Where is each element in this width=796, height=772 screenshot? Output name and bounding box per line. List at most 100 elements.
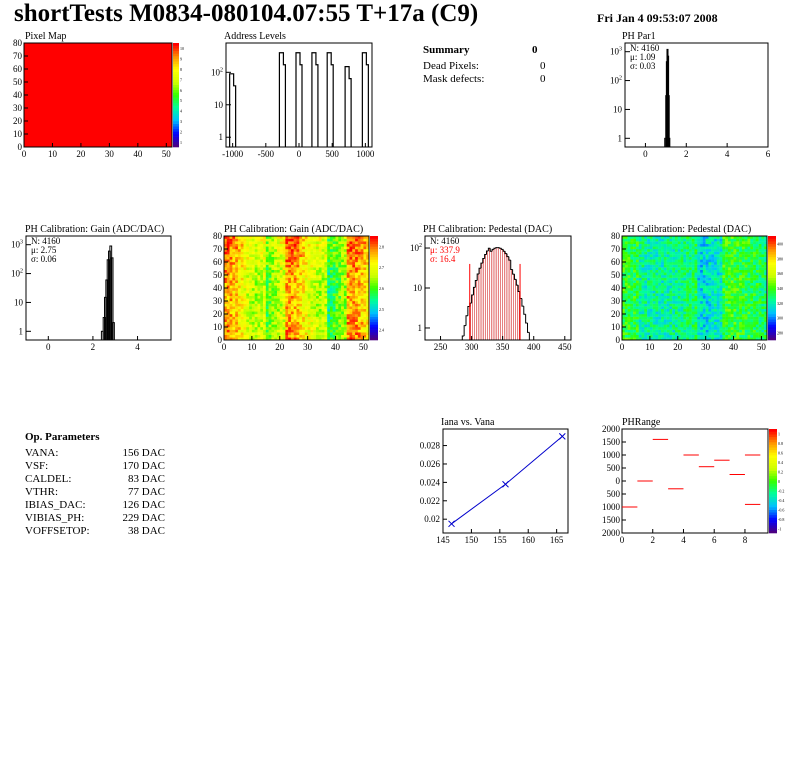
ph-pedestal-map-cell: [719, 334, 723, 338]
ph-pedestal-map-cell: [663, 316, 667, 320]
ph-gain-map-cell: [338, 298, 342, 302]
ph-pedestal-map-cell: [719, 285, 723, 289]
ph-pedestal-map-cell: [655, 334, 659, 338]
ph-pedestal-map-cell: [755, 277, 759, 281]
ph-pedestal-map-ytick-label: 0: [616, 335, 621, 345]
ph-range-ytick-label: 1000: [602, 450, 621, 460]
ph-gain-map-cell: [332, 295, 336, 299]
ph-pedestal-map-cell: [739, 275, 743, 278]
ph-gain-map-cell: [229, 267, 233, 270]
ph-pedestal-map-palette-cell: [768, 282, 776, 286]
ph-pedestal-map-cell: [714, 332, 718, 335]
ph-gain-map-cell: [310, 308, 314, 312]
ph-pedestal-map-cell: [652, 275, 656, 278]
ph-gain-map-cell: [276, 259, 280, 263]
ph-pedestal-map-cell: [644, 280, 648, 283]
ph-gain-map-cell: [290, 259, 294, 263]
ph-pedestal-map-cell: [683, 337, 687, 341]
ph-gain-map-cell: [346, 327, 350, 330]
ph-gain-map-cell: [276, 324, 280, 328]
ph-gain-map-cell: [310, 241, 314, 244]
ph-pedestal-map-cell: [741, 280, 745, 283]
ph-pedestal-map-cell: [730, 293, 734, 296]
ph-pedestal-map-cell: [741, 277, 745, 281]
ph-gain-map-cell: [243, 246, 247, 250]
ph-pedestal-map-cell: [633, 280, 637, 283]
ph-gain-map-cell: [282, 264, 286, 268]
ph-pedestal-map-cell: [647, 290, 651, 294]
ph-pedestal-map-cell: [674, 251, 678, 255]
ph-pedestal-map-cell: [758, 285, 762, 289]
ph-pedestal-map-cell: [705, 259, 709, 263]
ph-pedestal-map-cell: [677, 264, 681, 268]
ph-gain-map-cell: [224, 256, 227, 260]
ph-pedestal-map-cell: [730, 285, 734, 289]
ph-gain-map-cell: [296, 306, 300, 309]
ph-gain-map-cell: [327, 280, 331, 283]
ph-gain-map-cell: [282, 337, 286, 341]
ph-gain-map-cell: [229, 290, 233, 294]
pixel-map-palette-cell: [173, 97, 179, 101]
ph-gain-map-cell: [263, 321, 267, 325]
ph-par1-ytick-label: 10: [613, 104, 623, 114]
ph-gain-map-cell: [235, 314, 239, 317]
ph-pedestal-map-cell: [700, 264, 704, 268]
ph-pedestal-map-cell: [758, 280, 762, 283]
ph-gain-map-cell: [355, 262, 359, 265]
ph-gain-map-cell: [237, 319, 241, 322]
pedestal-bin: [491, 248, 494, 252]
ph-gain-map-cell: [251, 293, 255, 296]
ph-gain-map-cell: [307, 275, 311, 278]
ph-gain-map-cell: [229, 303, 233, 307]
ph-gain-map-cell: [341, 303, 345, 307]
ph-gain-map-cell: [290, 337, 294, 341]
ph-gain-map-cell: [246, 256, 250, 260]
ph-pedestal-map-cell: [733, 321, 737, 325]
ph-gain-map-cell: [335, 337, 339, 341]
ph-pedestal-map-cell: [733, 262, 737, 265]
ph-gain-map-cell: [268, 334, 272, 338]
ph-gain-map-cell: [254, 295, 258, 299]
ph-pedestal-map-cell: [730, 334, 734, 338]
ph-pedestal-map-cell: [680, 282, 684, 286]
ph-gain-map-cell: [341, 238, 345, 242]
ph-gain-map-cell: [329, 272, 333, 276]
ph-gain-map-cell: [285, 238, 289, 242]
ph-gain-map-cell: [324, 298, 328, 302]
ph-pedestal-hist-title: PH Calibration: Pedestal (DAC): [423, 224, 553, 235]
ph-gain-map-cell: [366, 329, 370, 333]
ph-par1-xtick-label: 2: [684, 149, 689, 159]
ph-pedestal-map-cell: [694, 256, 698, 260]
ph-gain-map-cell: [229, 254, 233, 257]
ph-pedestal-map-cell: [630, 262, 634, 265]
ph-pedestal-map-cell: [733, 243, 737, 247]
ph-gain-map-cell: [293, 251, 297, 255]
ph-gain-map-cell: [243, 314, 247, 317]
ph-pedestal-map-cell: [658, 290, 662, 294]
ph-gain-map-cell: [346, 272, 350, 276]
ph-gain-map-cell: [299, 282, 303, 286]
ph-pedestal-map-cell: [758, 256, 762, 260]
ph-gain-map-cell: [260, 285, 264, 289]
ph-pedestal-map-cell: [630, 319, 634, 322]
ph-pedestal-map-cell: [736, 332, 740, 335]
ph-pedestal-map-cell: [647, 334, 651, 338]
ph-pedestal-map-xtick-label: 20: [673, 342, 683, 352]
ph-gain-map-cell: [349, 293, 353, 296]
ph-gain-map-cell: [332, 243, 336, 247]
ph-gain-map-cell: [366, 303, 370, 307]
ph-gain-map-cell: [268, 246, 272, 250]
ph-gain-map-cell: [335, 246, 339, 250]
ph-pedestal-map-cell: [739, 311, 743, 315]
pixel-map-palette-cell: [173, 58, 179, 62]
ph-gain-map-cell: [299, 334, 303, 338]
ph-gain-map-cell: [235, 337, 239, 341]
ph-pedestal-map-cell: [688, 308, 692, 312]
ph-pedestal-map-cell: [716, 337, 720, 341]
ph-gain-map-cell: [355, 308, 359, 312]
ph-gain-map-cell: [285, 267, 289, 270]
ph-pedestal-map-cell: [677, 311, 681, 315]
ph-gain-map-cell: [304, 277, 308, 281]
ph-pedestal-map-cell: [655, 295, 659, 299]
ph-pedestal-map-cell: [705, 334, 709, 338]
